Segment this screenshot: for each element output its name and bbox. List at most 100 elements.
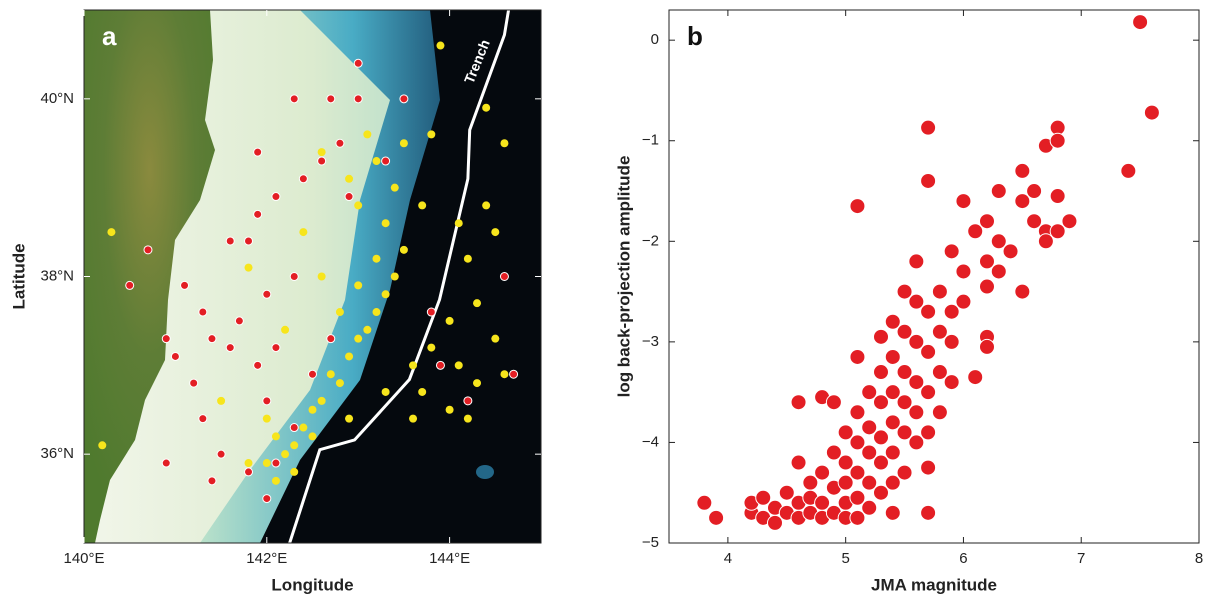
data-point — [768, 515, 783, 530]
data-point — [1062, 214, 1077, 229]
event-point — [318, 273, 326, 281]
event-point — [464, 255, 472, 263]
data-point — [862, 445, 877, 460]
data-point — [909, 405, 924, 420]
event-point — [336, 139, 344, 147]
event-point — [345, 175, 353, 183]
event-point — [208, 477, 216, 485]
event-point — [354, 95, 362, 103]
data-point — [885, 349, 900, 364]
data-point — [897, 365, 912, 380]
event-point — [171, 352, 179, 360]
data-point — [697, 495, 712, 510]
x-axis-label: JMA magnitude — [871, 575, 997, 594]
event-point — [336, 308, 344, 316]
event-point — [309, 432, 317, 440]
x-tick-label: 6 — [959, 550, 967, 567]
event-point — [327, 370, 335, 378]
event-point — [309, 406, 317, 414]
event-point — [363, 326, 371, 334]
event-point — [345, 193, 353, 201]
event-point — [272, 432, 280, 440]
x-tick-label: 8 — [1195, 550, 1203, 567]
event-point — [263, 459, 271, 467]
event-point — [510, 370, 518, 378]
x-tick-label: 5 — [841, 550, 849, 567]
x-tick-label: 144°E — [429, 550, 470, 567]
map-background — [84, 10, 541, 543]
data-point — [921, 173, 936, 188]
event-point — [491, 228, 499, 236]
data-point — [921, 120, 936, 135]
data-point — [850, 405, 865, 420]
data-point — [862, 500, 877, 515]
event-point — [162, 335, 170, 343]
data-point — [1027, 214, 1042, 229]
event-point — [354, 201, 362, 209]
event-point — [491, 335, 499, 343]
data-point — [815, 465, 830, 480]
data-point — [850, 199, 865, 214]
data-point — [921, 505, 936, 520]
data-point — [932, 324, 947, 339]
event-point — [272, 459, 280, 467]
event-point — [500, 370, 508, 378]
event-point — [254, 361, 262, 369]
data-point — [874, 365, 889, 380]
event-point — [345, 415, 353, 423]
event-point — [263, 495, 271, 503]
data-point — [885, 445, 900, 460]
event-point — [299, 424, 307, 432]
y-tick-label: 38°N — [40, 267, 74, 284]
plot-layer — [697, 15, 1160, 531]
data-point — [968, 370, 983, 385]
data-point — [850, 510, 865, 525]
event-point — [309, 370, 317, 378]
data-point — [1003, 244, 1018, 259]
event-point — [162, 459, 170, 467]
y-tick-label: −2 — [642, 232, 659, 249]
data-point — [897, 324, 912, 339]
data-point — [850, 349, 865, 364]
event-point — [418, 388, 426, 396]
x-tick-label: 142°E — [246, 550, 287, 567]
event-point — [455, 361, 463, 369]
data-point — [968, 224, 983, 239]
data-point — [897, 465, 912, 480]
event-point — [281, 450, 289, 458]
event-point — [400, 139, 408, 147]
data-point — [779, 485, 794, 500]
data-point — [850, 435, 865, 450]
data-point — [862, 420, 877, 435]
data-point — [944, 375, 959, 390]
data-point — [991, 234, 1006, 249]
event-point — [382, 219, 390, 227]
event-point — [199, 415, 207, 423]
event-point — [318, 148, 326, 156]
event-point — [372, 255, 380, 263]
data-point — [1015, 194, 1030, 209]
data-point — [944, 334, 959, 349]
event-point — [217, 450, 225, 458]
event-point — [290, 441, 298, 449]
data-point — [756, 490, 771, 505]
event-point — [482, 104, 490, 112]
y-tick-label: 40°N — [40, 90, 74, 107]
data-point — [874, 455, 889, 470]
event-point — [409, 361, 417, 369]
event-point — [327, 335, 335, 343]
data-point — [838, 475, 853, 490]
event-point — [299, 228, 307, 236]
event-point — [318, 397, 326, 405]
event-point — [427, 344, 435, 352]
event-point — [473, 299, 481, 307]
data-point — [921, 460, 936, 475]
data-point — [1015, 284, 1030, 299]
y-tick-label: −4 — [642, 433, 659, 450]
data-point — [1050, 189, 1065, 204]
data-point — [956, 264, 971, 279]
event-point — [263, 290, 271, 298]
x-tick-label: 7 — [1077, 550, 1085, 567]
data-point — [897, 284, 912, 299]
data-point — [932, 365, 947, 380]
